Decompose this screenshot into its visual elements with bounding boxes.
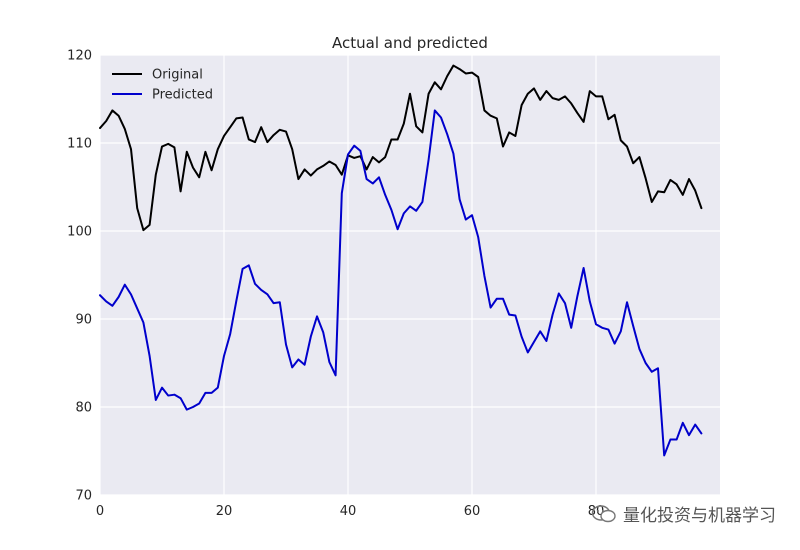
x-tick-label: 80 (588, 504, 605, 519)
y-tick-label: 90 (75, 313, 92, 328)
series-layer (99, 64, 703, 457)
grid-lines (99, 54, 720, 496)
x-tick-label: 60 (464, 504, 481, 519)
watermark: 量化投资与机器学习 (591, 501, 776, 526)
x-tick-label: 40 (340, 504, 357, 519)
wechat-icon (591, 504, 616, 522)
chart-title: Actual and predicted (332, 34, 488, 52)
legend-label-original: Original (152, 68, 203, 83)
x-tick-label: 0 (96, 504, 104, 519)
series-line-predicted (99, 109, 703, 457)
y-tick-label: 80 (75, 401, 92, 416)
legend: Original Predicted (112, 68, 213, 103)
x-tick-label: 20 (216, 504, 233, 519)
series-line-original (99, 64, 703, 232)
y-tick-label: 100 (67, 225, 92, 240)
watermark-text: 量化投资与机器学习 (623, 506, 776, 526)
y-tick-label: 70 (75, 489, 92, 504)
plot-background (100, 55, 720, 495)
legend-label-predicted: Predicted (152, 88, 213, 103)
tick-labels: 0 20 40 60 80 70 80 90 100 110 120 (67, 49, 604, 520)
y-tick-label: 110 (67, 137, 92, 152)
y-tick-label: 120 (67, 49, 92, 64)
